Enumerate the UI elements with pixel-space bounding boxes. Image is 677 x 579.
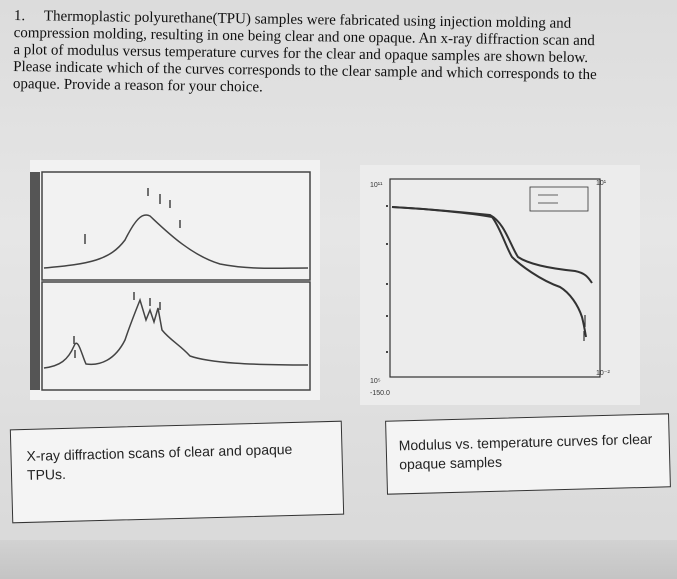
xrd-figure [30,160,320,400]
y-bottom-label: 10⁵ [370,378,381,385]
xrd-upper-frame [41,171,311,281]
y-top-label: 10¹¹ [370,182,383,189]
question-text: 1. Thermoplastic polyurethane(TPU) sample… [13,8,664,102]
xrd-axis-strip [30,172,40,390]
xrd-lower-frame [41,281,311,391]
right-top-label: 10¹ [596,180,607,187]
modulus-caption-box: Modulus vs. temperature curves for clear… [385,413,671,495]
modulus-caption: Modulus vs. temperature curves for clear… [398,430,653,473]
xrd-upper-curve [43,214,309,270]
page-bottom-shadow [0,540,677,579]
modulus-frame [389,178,601,378]
x-start-label: -150.0 [370,390,390,397]
modulus-plot: 10¹¹ 10⁵ -150.0 10¹ 10⁻² [370,178,610,397]
xrd-caption: X-ray diffraction scans of clear and opa… [26,440,293,483]
modulus-curve-b [391,206,587,338]
modulus-legend [529,186,589,212]
xrd-lower-curve [43,297,309,369]
right-bottom-label: 10⁻² [596,370,610,377]
xrd-caption-box: X-ray diffraction scans of clear and opa… [9,420,345,524]
question-number: 1. [13,8,26,25]
modulus-figure: 10¹¹ 10⁵ -150.0 10¹ 10⁻² [360,165,640,405]
xrd-plot [30,171,311,391]
